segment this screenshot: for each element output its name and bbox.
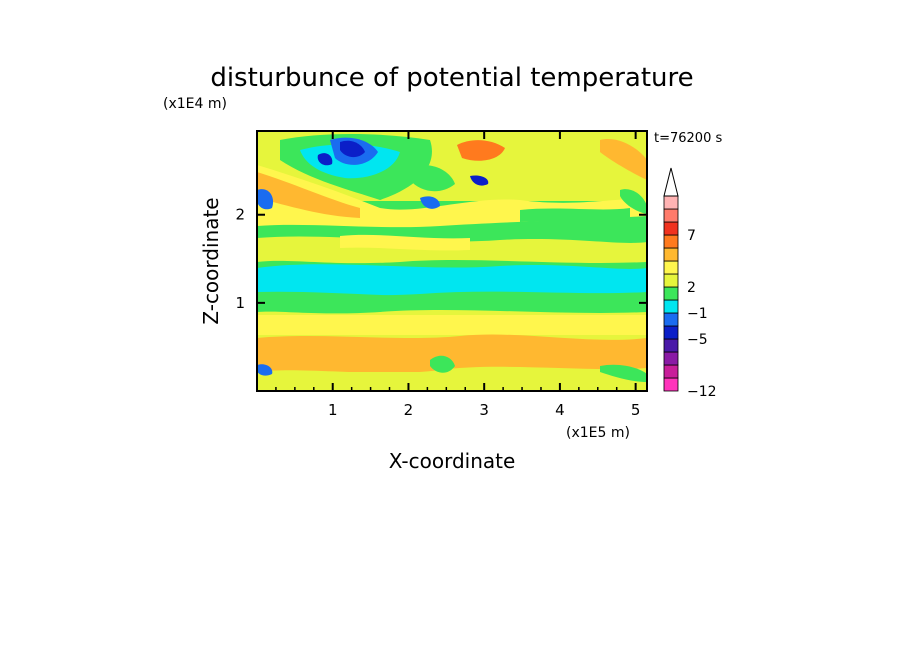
colorbar-level: [663, 377, 679, 392]
colorbar-level: [663, 364, 679, 379]
x-tick-label: 2: [404, 401, 414, 419]
colorbar-label: 2: [687, 280, 696, 296]
x-axis-label: X-coordinate: [389, 449, 516, 473]
colorbar-level: [663, 195, 679, 210]
colorbar-label: −5: [687, 332, 708, 348]
colorbar-level: [663, 273, 679, 288]
colorbar-level: [663, 221, 679, 236]
colorbar-level: [663, 351, 679, 366]
colorbar-level: [663, 286, 679, 301]
x-tick-label: 5: [631, 401, 641, 419]
colorbar: [663, 167, 679, 392]
time-label: t=76200 s: [654, 131, 722, 146]
y-axis-label: Z-coordinate: [199, 197, 223, 324]
colorbar-level: [663, 260, 679, 275]
x-scale-label: (x1E5 m): [566, 425, 630, 441]
colorbar-extend-arrow: [663, 167, 679, 197]
colorbar-level: [663, 247, 679, 262]
colorbar-label: 7: [687, 228, 696, 244]
colorbar-level: [663, 234, 679, 249]
chart-title: disturbunce of potential temperature: [210, 63, 693, 93]
x-axis: 1 2 3 4 5: [275, 131, 641, 419]
colorbar-labels: 7 2 −1 −5 −12: [687, 228, 717, 400]
colorbar-level: [663, 208, 679, 223]
colorbar-label: −1: [687, 306, 708, 322]
plot-frame: [256, 130, 648, 392]
y-tick-label: 1: [235, 294, 245, 312]
x-tick-label: 3: [479, 401, 489, 419]
y-tick-label: 2: [235, 206, 245, 224]
colorbar-level: [663, 338, 679, 353]
y-axis: 12: [235, 206, 647, 312]
x-tick-label: 1: [328, 401, 338, 419]
colorbar-level: [663, 312, 679, 327]
colorbar-level: [663, 299, 679, 314]
colorbar-level: [663, 325, 679, 340]
contour-field: [257, 131, 647, 391]
x-tick-label: 4: [555, 401, 565, 419]
y-scale-label: (x1E4 m): [163, 96, 227, 112]
colorbar-label: −12: [687, 384, 717, 400]
